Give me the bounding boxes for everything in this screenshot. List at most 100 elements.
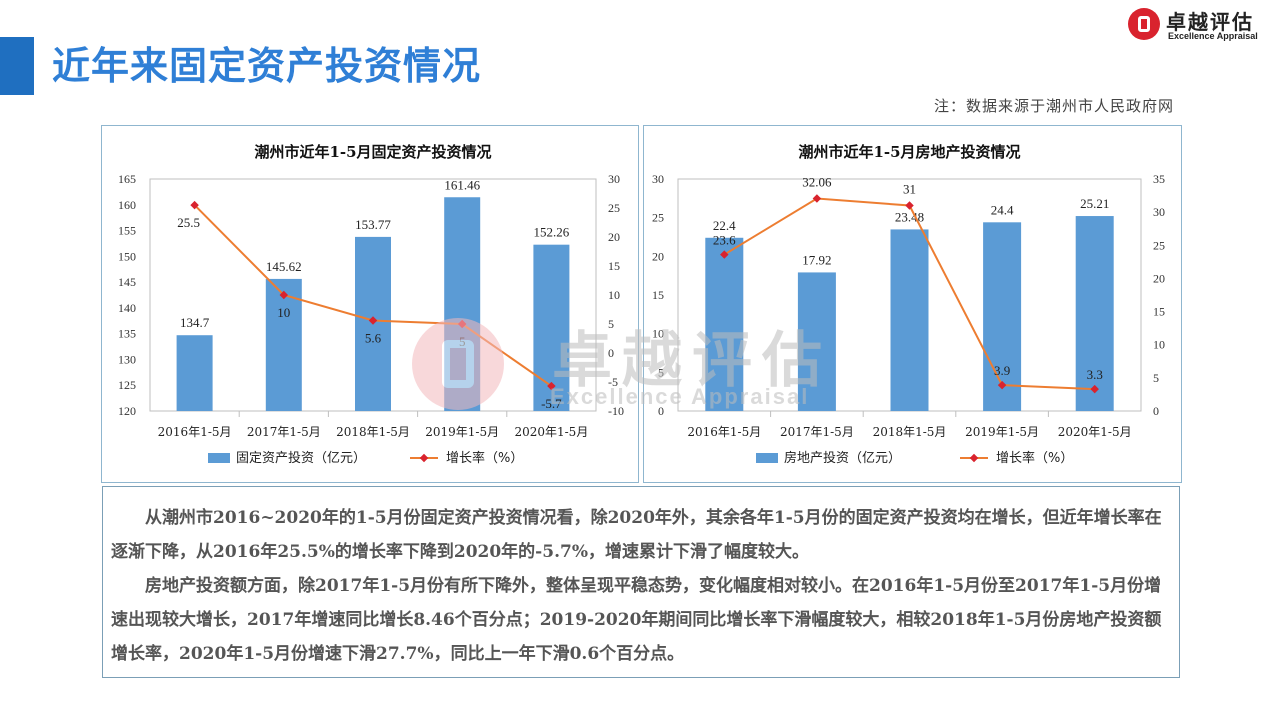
category-label: 2019年1-5月 xyxy=(965,425,1039,439)
legend-line-label: 增长率（%） xyxy=(996,450,1073,466)
right-axis-tick-label: 30 xyxy=(1153,205,1165,219)
right-axis-tick-label: 0 xyxy=(1153,404,1159,418)
company-logo: 卓越评估 Excellence Appraisal xyxy=(1128,6,1273,44)
legend-line-label: 增长率（%） xyxy=(446,450,523,466)
bar xyxy=(1075,216,1114,411)
logo-icon xyxy=(1128,8,1160,40)
data-source-note: 注：数据来源于潮州市人民政府网 xyxy=(933,97,1174,115)
bar xyxy=(983,222,1022,411)
left-axis-tick-label: 140 xyxy=(118,301,136,315)
right-axis-tick-label: 20 xyxy=(1153,271,1165,285)
analysis-paragraph-2: 房地产投资额方面，除2017年1-5月份有所下降外，整体呈现平稳态势，变化幅度相… xyxy=(111,576,1162,664)
line-data-label: 5 xyxy=(459,334,466,349)
right-axis-tick-label: 25 xyxy=(1153,238,1165,252)
legend-bar-swatch xyxy=(208,453,230,463)
legend-bar-swatch xyxy=(756,453,778,463)
chart-title: 潮州市近年1-5月房地产投资情况 xyxy=(798,143,1020,161)
line-data-label: 32.06 xyxy=(802,174,832,189)
bar-data-label: 153.77 xyxy=(355,217,391,232)
category-label: 2016年1-5月 xyxy=(158,425,232,439)
real-estate-chart-svg: 潮州市近年1-5月房地产投资情况 0 5 10 15 20 25 30 0 5 10 15 20 25 30… xyxy=(652,143,1165,466)
chart-title: 潮州市近年1-5月固定资产投资情况 xyxy=(254,143,491,161)
fixed-asset-chart: 潮州市近年1-5月固定资产投资情况 120 125 130 135 140 145 150 15… xyxy=(101,125,639,483)
category-label: 2019年1-5月 xyxy=(425,425,499,439)
legend-bar-label: 固定资产投资（亿元） xyxy=(236,450,366,466)
right-axis-tick-label: 5 xyxy=(1153,371,1159,385)
left-axis-tick-label: 155 xyxy=(118,224,136,238)
title-accent-bar xyxy=(0,37,34,95)
logo-text-cn: 卓越评估 xyxy=(1166,10,1254,34)
legend-line-marker xyxy=(969,453,979,463)
right-axis-tick-label: 30 xyxy=(608,172,620,186)
line-data-label: 5.6 xyxy=(365,331,382,346)
left-axis-tick-label: 30 xyxy=(652,172,664,186)
left-axis-tick-label: 0 xyxy=(658,404,664,418)
left-axis-tick-label: 150 xyxy=(118,249,136,263)
right-axis-tick-label: 15 xyxy=(1153,305,1165,319)
right-axis-tick-label: 15 xyxy=(608,259,620,273)
bar-data-label: 17.92 xyxy=(802,252,831,267)
growth-rate-point xyxy=(547,381,556,391)
legend-bar-label: 房地产投资（亿元） xyxy=(784,450,901,466)
category-label: 2020年1-5月 xyxy=(514,425,588,439)
bar xyxy=(890,229,929,411)
growth-rate-point xyxy=(190,200,199,210)
category-label: 2018年1-5月 xyxy=(336,425,410,439)
bar-data-label: 134.7 xyxy=(180,315,210,330)
right-axis-tick-label: 10 xyxy=(608,288,620,302)
line-data-label: 3.9 xyxy=(994,363,1010,378)
category-label: 2020年1-5月 xyxy=(1058,425,1132,439)
bar xyxy=(797,272,836,411)
bar-data-label: 23.48 xyxy=(895,209,924,224)
right-axis-tick-label: 35 xyxy=(1153,172,1165,186)
left-axis-tick-label: 120 xyxy=(118,404,136,418)
category-label: 2017年1-5月 xyxy=(780,425,854,439)
analysis-text-box: 从潮州市2016~2020年的1-5月份固定资产投资情况看，除2020年外，其余… xyxy=(102,486,1180,678)
right-axis-tick-label: 0 xyxy=(608,346,614,360)
right-axis-tick-label: -10 xyxy=(608,404,624,418)
left-axis-tick-label: 135 xyxy=(118,327,136,341)
left-axis-tick-label: 160 xyxy=(118,198,136,212)
right-axis-tick-label: 25 xyxy=(608,201,620,215)
left-axis-tick-label: 20 xyxy=(652,249,664,263)
line-data-label: 23.6 xyxy=(713,233,736,248)
right-axis-tick-label: 20 xyxy=(608,230,620,244)
page-title: 近年来固定资产投资情况 xyxy=(52,44,482,88)
right-axis-tick-label: -5 xyxy=(608,375,618,389)
line-data-label: -5.7 xyxy=(541,396,562,411)
growth-rate-point xyxy=(812,194,822,203)
growth-rate-point xyxy=(279,290,289,300)
line-data-label: 31 xyxy=(903,182,916,197)
bar-data-label: 24.4 xyxy=(991,202,1014,217)
line-data-label: 25.5 xyxy=(177,215,200,230)
bar-data-label: 161.46 xyxy=(444,177,480,192)
left-axis-tick-label: 125 xyxy=(118,378,136,392)
bar xyxy=(265,278,302,411)
bar xyxy=(705,237,744,411)
right-axis-tick-label: 10 xyxy=(1153,338,1165,352)
line-data-label: 3.3 xyxy=(1087,367,1103,382)
bar-data-label: 145.62 xyxy=(266,259,302,274)
bar xyxy=(444,197,481,411)
line-data-label: 10 xyxy=(277,305,290,320)
fixed-asset-chart-svg: 潮州市近年1-5月固定资产投资情况12012513013514014515015… xyxy=(118,143,624,466)
left-axis-tick-label: 25 xyxy=(652,211,664,225)
growth-rate-point xyxy=(720,250,729,259)
category-label: 2017年1-5月 xyxy=(247,425,321,439)
logo-text-en: Excellence Appraisal xyxy=(1168,31,1258,41)
right-axis-tick-label: 5 xyxy=(608,317,614,331)
category-label: 2016年1-5月 xyxy=(687,425,761,439)
bar-data-label: 22.4 xyxy=(713,218,736,233)
bar xyxy=(176,335,213,411)
left-axis-tick-label: 5 xyxy=(658,365,664,379)
real-estate-chart: 潮州市近年1-5月房地产投资情况 0 5 10 15 20 25 30 0 5 10 15 20 25 30… xyxy=(643,125,1182,483)
bar-data-label: 152.26 xyxy=(534,225,570,240)
analysis-paragraph-1: 从潮州市2016~2020年的1-5月份固定资产投资情况看，除2020年外，其余… xyxy=(111,508,1162,562)
left-axis-tick-label: 130 xyxy=(118,352,136,366)
growth-rate-point xyxy=(368,316,378,325)
legend-line-marker xyxy=(419,453,429,463)
growth-rate-point xyxy=(997,380,1007,390)
left-axis-tick-label: 165 xyxy=(118,172,136,186)
left-axis-tick-label: 145 xyxy=(118,275,136,289)
left-axis-tick-label: 10 xyxy=(652,327,664,341)
